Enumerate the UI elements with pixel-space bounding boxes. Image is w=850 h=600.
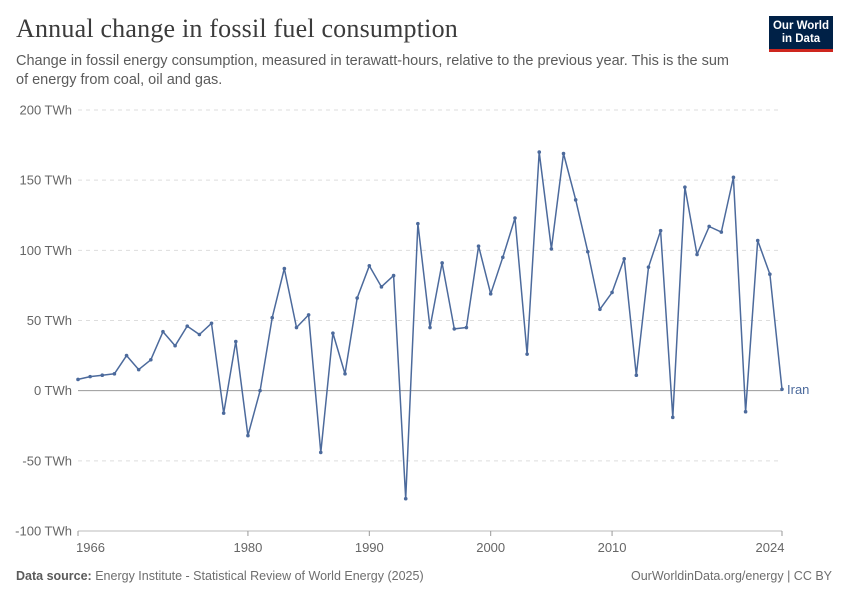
data-point xyxy=(149,357,153,362)
data-point xyxy=(88,374,92,379)
data-point xyxy=(112,372,117,376)
data-point xyxy=(488,292,493,296)
y-tick-label: -50 TWh xyxy=(22,453,72,468)
chart-subtitle: Change in fossil energy consumption, mea… xyxy=(16,53,730,88)
data-point xyxy=(658,228,663,233)
data-point xyxy=(525,352,529,356)
data-point xyxy=(282,266,287,271)
data-point xyxy=(695,252,699,257)
owid-logo[interactable]: Our World in Data xyxy=(769,16,833,52)
y-tick-label: 150 TWh xyxy=(19,173,72,188)
data-point xyxy=(464,325,469,330)
source-text[interactable]: Energy Institute - Statistical Review of… xyxy=(95,569,424,583)
chart-title: Annual change in fossil fuel consumption xyxy=(16,14,458,43)
data-point xyxy=(537,150,542,154)
data-point xyxy=(634,373,639,378)
data-point xyxy=(367,263,372,268)
data-point xyxy=(501,255,505,260)
logo-line-2: in Data xyxy=(781,33,821,45)
data-point xyxy=(100,373,105,378)
y-tick-label: 50 TWh xyxy=(27,313,72,328)
y-tick-label: 100 TWh xyxy=(19,243,72,258)
data-point xyxy=(306,313,311,317)
data-point xyxy=(452,327,457,331)
data-point xyxy=(270,315,275,320)
series-line-iran xyxy=(77,151,783,500)
data-point xyxy=(683,185,687,189)
footer-credit[interactable]: OurWorldinData.org/energy | CC BY xyxy=(630,569,832,583)
data-point xyxy=(440,261,444,265)
data-point xyxy=(573,198,578,202)
data-point xyxy=(561,151,566,156)
data-point xyxy=(622,256,627,261)
data-point xyxy=(124,353,129,358)
data-point xyxy=(768,272,772,276)
data-point xyxy=(731,175,736,180)
data-point xyxy=(331,331,335,335)
data-point xyxy=(258,388,262,393)
y-tick-label: 200 TWh xyxy=(19,103,72,118)
data-point xyxy=(221,411,226,415)
data-point xyxy=(780,387,784,392)
x-tick-label: 2010 xyxy=(598,540,627,555)
y-tick-label: -100 TWh xyxy=(15,524,72,539)
line-chart: -100 TWh -50 TWh 0 TWh 50 TWh 100 TWh 150 TWh… xyxy=(15,103,809,556)
data-point xyxy=(513,216,517,220)
x-tick-label: 1980 xyxy=(233,540,262,555)
logo-line-1: Our World xyxy=(772,20,829,32)
data-point xyxy=(549,247,554,251)
data-point xyxy=(670,415,675,420)
y-tick-label: 0 TWh xyxy=(34,383,72,398)
data-point xyxy=(246,433,250,438)
data-point xyxy=(755,238,760,243)
source-label: Data source: xyxy=(16,569,92,583)
data-point xyxy=(598,307,602,312)
data-point xyxy=(161,329,165,334)
data-point xyxy=(173,343,177,348)
data-point xyxy=(391,273,396,278)
data-point xyxy=(476,244,481,248)
data-point xyxy=(185,324,190,328)
data-point xyxy=(355,296,359,300)
x-tick-label: 2024 xyxy=(756,540,785,555)
footer-source: Data source: Energy Institute - Statisti… xyxy=(16,569,424,583)
data-point xyxy=(646,265,651,269)
data-point xyxy=(719,230,724,234)
x-tick-label: 1990 xyxy=(355,540,384,555)
x-tick-label: 2000 xyxy=(476,540,505,555)
data-point xyxy=(318,450,323,455)
x-tick-label: 1966 xyxy=(76,540,105,555)
data-point xyxy=(707,224,711,229)
data-point xyxy=(197,332,202,337)
series-label-iran: Iran xyxy=(787,382,809,397)
data-point xyxy=(76,377,80,382)
data-point xyxy=(743,409,748,414)
data-point xyxy=(416,221,420,226)
data-point xyxy=(343,372,347,376)
data-point xyxy=(379,285,384,289)
data-point xyxy=(428,325,432,330)
data-point xyxy=(136,367,141,372)
data-point xyxy=(610,290,614,295)
data-point xyxy=(585,249,590,254)
data-point xyxy=(403,496,408,501)
data-point xyxy=(209,321,214,326)
data-point xyxy=(294,325,299,330)
data-point xyxy=(233,339,238,344)
